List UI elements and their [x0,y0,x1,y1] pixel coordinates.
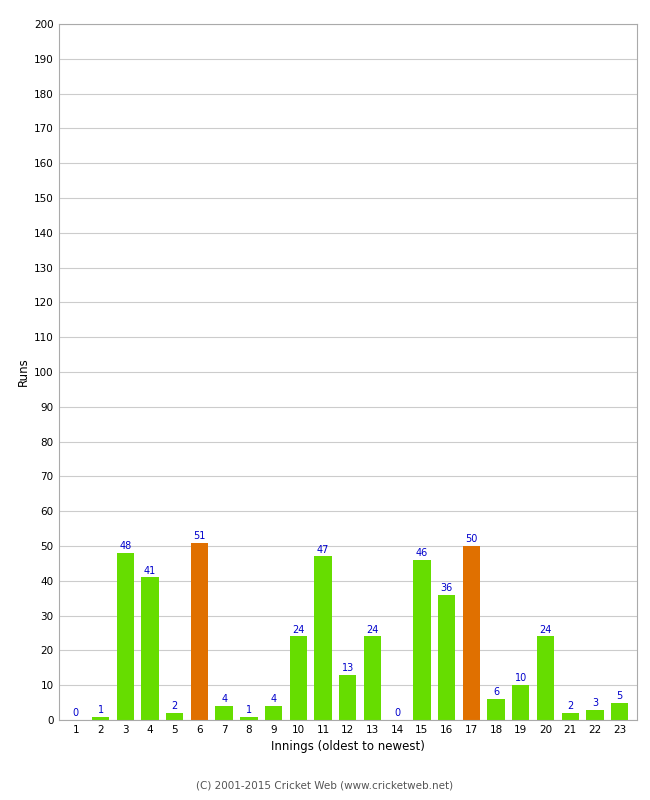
Text: 5: 5 [617,691,623,701]
Bar [586,710,604,720]
Text: 24: 24 [367,625,379,634]
Bar [512,685,530,720]
Bar [141,578,159,720]
Text: 0: 0 [73,708,79,718]
Bar [364,637,381,720]
Bar [488,699,505,720]
Text: 10: 10 [515,674,527,683]
Text: 24: 24 [292,625,304,634]
Bar [339,674,356,720]
Bar [315,557,332,720]
Text: 1: 1 [98,705,103,714]
Text: 1: 1 [246,705,252,714]
Bar [92,717,109,720]
Bar [290,637,307,720]
Text: 36: 36 [441,583,453,593]
Bar [265,706,282,720]
Text: 3: 3 [592,698,598,708]
Text: 4: 4 [270,694,277,704]
Text: 2: 2 [567,702,573,711]
Text: 48: 48 [119,542,131,551]
Bar [463,546,480,720]
Text: 50: 50 [465,534,478,544]
Text: 6: 6 [493,687,499,698]
Y-axis label: Runs: Runs [17,358,30,386]
Bar [562,713,579,720]
Bar [190,542,208,720]
Text: 47: 47 [317,545,329,554]
Bar [116,553,134,720]
Text: 13: 13 [342,663,354,673]
Bar [166,713,183,720]
Text: (C) 2001-2015 Cricket Web (www.cricketweb.net): (C) 2001-2015 Cricket Web (www.cricketwe… [196,781,454,790]
Bar [611,702,629,720]
Bar [216,706,233,720]
Text: 24: 24 [540,625,552,634]
Text: 0: 0 [394,708,400,718]
Text: 2: 2 [172,702,178,711]
Text: 46: 46 [416,548,428,558]
Text: 41: 41 [144,566,156,575]
Text: 51: 51 [193,530,205,541]
Bar [413,560,430,720]
X-axis label: Innings (oldest to newest): Innings (oldest to newest) [271,741,424,754]
Bar [537,637,554,720]
Text: 4: 4 [221,694,228,704]
Bar [240,717,257,720]
Bar [438,594,455,720]
